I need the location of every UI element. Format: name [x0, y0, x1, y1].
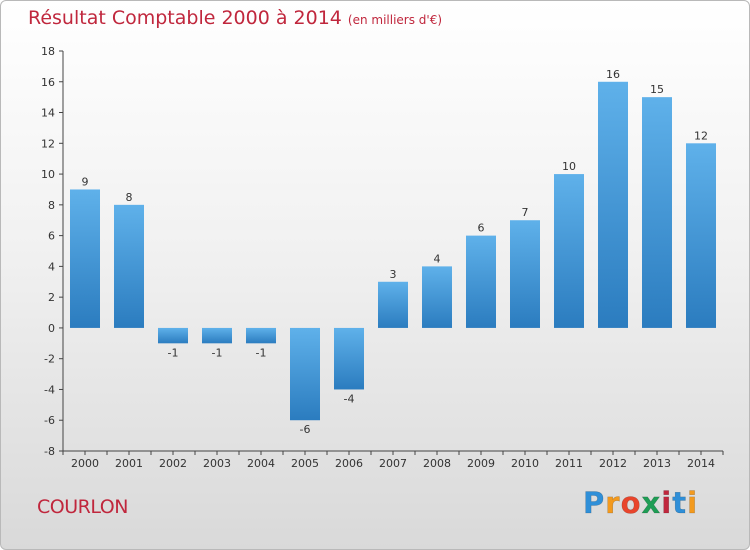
x-tick-label: 2007: [379, 457, 407, 470]
x-tick-label: 2008: [423, 457, 451, 470]
y-tick-label: 16: [41, 76, 55, 89]
y-tick-label: 8: [48, 199, 55, 212]
commune-name: COURLON: [37, 496, 128, 518]
bar-2014: [686, 143, 716, 328]
bar-2009: [466, 235, 496, 328]
bar-2000: [70, 189, 100, 328]
data-label: 4: [434, 252, 441, 265]
data-label: -1: [212, 346, 223, 359]
data-label: 7: [522, 206, 529, 219]
x-tick-label: 2012: [599, 457, 627, 470]
data-label: -1: [256, 346, 267, 359]
y-tick-label: 14: [41, 107, 55, 120]
data-label: 10: [562, 160, 576, 173]
logo-letter: x: [641, 486, 662, 521]
bar-2008: [422, 266, 452, 328]
bar-2007: [378, 281, 408, 328]
bar-2006: [334, 327, 364, 390]
axes-group: -8 -6 -4 -2 0 2 4 6 8 10 12 14 16 18 2000 2001 2002 2003 2…: [41, 45, 724, 470]
x-tick-label: 2000: [71, 457, 99, 470]
bar-2005: [290, 327, 320, 421]
bar-2003: [202, 327, 232, 344]
x-tick-label: 2004: [247, 457, 275, 470]
bar-2013: [642, 97, 672, 328]
x-tick-label: 2005: [291, 457, 319, 470]
x-tick-label: 2013: [643, 457, 671, 470]
y-tick-label: 6: [48, 230, 55, 243]
x-tick-label: 2002: [159, 457, 187, 470]
data-label: 15: [650, 83, 664, 96]
y-tick-label: -8: [44, 445, 55, 458]
logo-letter: i: [661, 486, 673, 521]
data-label: 16: [606, 68, 620, 81]
bar-2010: [510, 220, 540, 328]
x-tick-label: 2014: [687, 457, 715, 470]
bar-2002: [158, 327, 188, 344]
data-label: 8: [126, 191, 133, 204]
logo-letter: i: [687, 486, 699, 521]
y-tick-label: 0: [48, 322, 55, 335]
data-label: -1: [168, 346, 179, 359]
y-tick-label: 10: [41, 168, 55, 181]
data-label: -6: [300, 423, 311, 436]
bar-2004: [246, 327, 276, 344]
logo-letter: t: [672, 486, 688, 521]
chart-unit: (en milliers d'€): [347, 13, 443, 27]
bars-group: 9 8 -1 -1 -1 -6 -4 3 4 6 7 10 16 15 12: [70, 68, 716, 436]
x-tick-label: 2011: [555, 457, 583, 470]
bar-2001: [114, 204, 144, 328]
chart-title: Résultat Comptable 2000 à 2014 (en millie…: [28, 7, 442, 29]
y-tick-label: 12: [41, 137, 55, 150]
y-tick-label: 2: [48, 291, 55, 304]
x-tick-label: 2001: [115, 457, 143, 470]
data-label: 3: [390, 268, 397, 281]
x-tick-label: 2006: [335, 457, 363, 470]
x-tick-label: 2010: [511, 457, 539, 470]
bar-2011: [554, 174, 584, 328]
y-tick-label: -6: [44, 414, 55, 427]
data-label: 12: [694, 129, 708, 142]
logo-letter: r: [605, 486, 621, 521]
y-tick-label: 4: [48, 260, 55, 273]
data-label: 6: [478, 222, 485, 235]
x-tick-label: 2009: [467, 457, 495, 470]
bar-2012: [598, 81, 628, 328]
y-tick-label: 18: [41, 45, 55, 58]
x-tick-label: 2003: [203, 457, 231, 470]
y-tick-label: -4: [44, 383, 55, 396]
data-label: -4: [344, 392, 355, 405]
logo-letter: P: [583, 486, 606, 521]
logo-letter: o: [620, 486, 642, 521]
proxiti-logo: Proxiti: [583, 486, 699, 521]
chart-title-text: Résultat Comptable 2000 à 2014: [28, 7, 342, 29]
data-label: 9: [82, 175, 89, 188]
y-tick-label: -2: [44, 353, 55, 366]
